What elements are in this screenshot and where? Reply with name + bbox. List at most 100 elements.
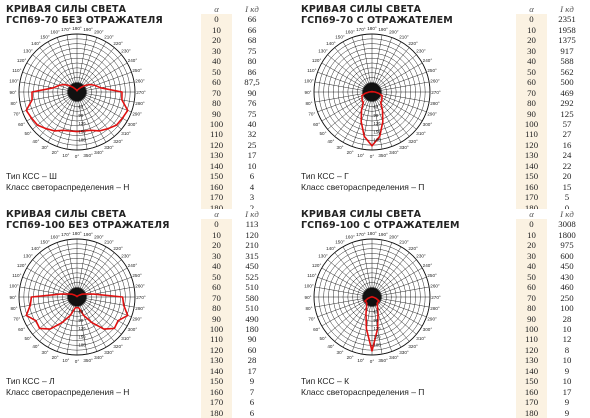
angle-cell: 60 (516, 282, 547, 293)
angle-label: 280° (430, 306, 440, 311)
table-header: α I кд (516, 4, 583, 15)
angle-label: 40° (32, 139, 39, 144)
angle-label: 70° (308, 317, 315, 322)
angle-cell: 160 (516, 181, 547, 193)
intensity-cell: 17 (236, 365, 268, 377)
table-row: 160 4 (201, 181, 268, 193)
table-row: 20 975 (516, 240, 583, 251)
angle-label: 330° (399, 145, 409, 150)
angle-cell: 20 (201, 35, 232, 46)
angle-label: 240° (128, 263, 138, 268)
angle-label: 150° (335, 239, 345, 244)
table-row: 150 10 (516, 376, 583, 387)
scale-label: 60 (79, 105, 84, 110)
intensity-header: I кд (551, 209, 583, 220)
angle-cell: 110 (201, 334, 232, 345)
table-row: 30 315 (201, 250, 268, 262)
intensity-cell: 5 (551, 192, 583, 203)
angle-label: 50° (24, 131, 31, 136)
angle-cell: 40 (516, 56, 547, 67)
intensity-cell: 66 (236, 14, 268, 25)
angle-cell: 150 (516, 171, 547, 182)
angle-label: 20° (52, 150, 59, 155)
scale-label: 120 (374, 326, 382, 331)
scale-label: 90 (79, 113, 84, 118)
intensity-cell: 90 (236, 87, 268, 99)
scale-label: 150 (374, 334, 382, 339)
angle-cell: 90 (516, 313, 547, 324)
angle-label: 250° (132, 273, 142, 278)
table-row: 50 525 (201, 271, 268, 283)
angle-cell: 170 (201, 397, 232, 408)
angle-label: 50° (319, 131, 326, 136)
intensity-table: α I кд 0 3008 10 1800 20 975 30 600 40 450 50 430 60 46… (516, 209, 583, 418)
scale-label: 150 (79, 129, 87, 134)
angle-label: 210° (104, 239, 114, 244)
angle-label: 200° (389, 235, 399, 240)
angle-label: 140° (31, 246, 41, 251)
intensity-cell: 600 (551, 250, 583, 262)
angle-label: 50° (24, 336, 31, 341)
table-row: 30 75 (201, 45, 268, 57)
intensity-cell: 28 (236, 355, 268, 366)
angle-cell: 90 (516, 108, 547, 119)
table-row: 20 1375 (516, 35, 583, 46)
angle-label: 280° (430, 101, 440, 106)
intensity-cell: 292 (551, 98, 583, 109)
angle-label: 120° (312, 263, 322, 268)
angle-cell: 60 (201, 282, 232, 293)
intensity-cell: 315 (236, 250, 268, 262)
kss-info: Тип КСС – Л Класс светораспределения – Н (6, 376, 129, 398)
intensity-cell: 510 (236, 282, 268, 293)
angle-label: 330° (104, 350, 114, 355)
scale-label: 180 (374, 138, 382, 143)
angle-label: 90° (10, 90, 17, 95)
intensity-cell: 12 (551, 334, 583, 345)
angle-cell: 130 (201, 150, 232, 161)
kss-info: Тип КСС – Г Класс светораспределения – П (301, 171, 424, 193)
angle-label: 170° (356, 232, 366, 237)
angle-cell: 120 (201, 344, 232, 356)
angle-cell: 70 (201, 87, 232, 99)
distribution-class: Класс светораспределения – Н (6, 387, 130, 397)
intensity-cell: 76 (236, 98, 268, 109)
intensity-cell: 6 (236, 171, 268, 182)
angle-label: 10° (62, 358, 69, 363)
kss-type: Тип КСС – Л (6, 376, 55, 386)
angle-label: 120° (312, 58, 322, 63)
angle-label: 30° (337, 145, 344, 150)
table-row: 60 87,5 (201, 77, 268, 88)
intensity-cell: 3 (236, 192, 268, 203)
angle-label: 220° (408, 41, 418, 46)
intensity-cell: 10 (551, 355, 583, 366)
polar-diagram: 180° 190°200°210° 220° 230° 240° 250° 260° 270°… (9, 231, 146, 364)
intensity-cell: 120 (236, 229, 268, 241)
intensity-cell: 1800 (551, 229, 583, 241)
table-row: 180 6 (201, 407, 268, 418)
angle-label: 310° (121, 336, 131, 341)
angle-label: 290° (427, 112, 437, 117)
angle-label: 120° (17, 58, 27, 63)
angle-label: 260° (430, 79, 440, 84)
angle-cell: 0 (516, 14, 547, 25)
intensity-cell: 525 (236, 271, 268, 283)
angle-cell: 80 (201, 98, 232, 109)
intensity-cell: 100 (551, 303, 583, 314)
angle-label: 0° (370, 359, 375, 364)
angle-label: 140° (326, 246, 336, 251)
angle-cell: 80 (516, 98, 547, 109)
table-row: 100 10 (516, 323, 583, 335)
angle-label: 350° (378, 358, 388, 363)
angle-label: 40° (327, 139, 334, 144)
angle-label: 320° (408, 139, 418, 144)
kss-type: Тип КСС – К (301, 376, 350, 386)
intensity-cell: 1958 (551, 24, 583, 36)
table-row: 90 28 (516, 313, 583, 324)
angle-label: 100° (9, 284, 19, 289)
table-row: 40 588 (516, 56, 583, 67)
angle-label: 30° (42, 145, 49, 150)
angle-label: 350° (378, 153, 388, 158)
intensity-cell: 17 (236, 150, 268, 161)
table-row: 80 100 (516, 303, 583, 314)
intensity-cell: 6 (236, 397, 268, 408)
